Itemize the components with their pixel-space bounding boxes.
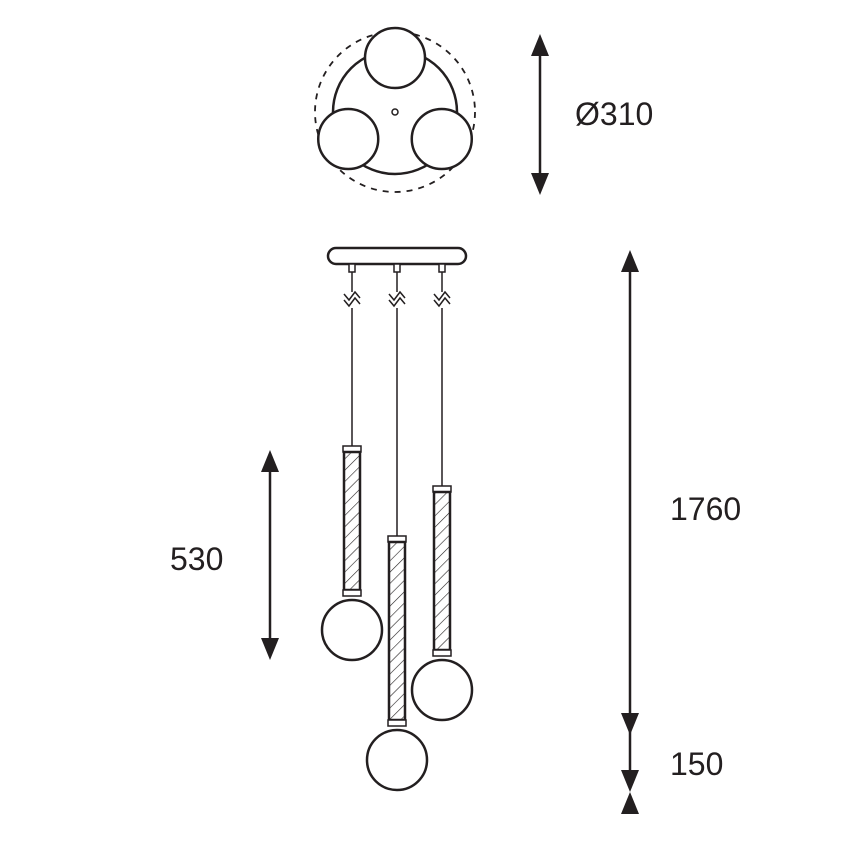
dim-section-label: 530	[170, 541, 223, 577]
technical-drawing: Ø310 1760 530 150	[0, 0, 868, 868]
dim-overall-label: 1760	[670, 491, 741, 527]
dim-diameter-label: Ø310	[575, 96, 653, 132]
dim-bulb-label: 150	[670, 746, 723, 782]
